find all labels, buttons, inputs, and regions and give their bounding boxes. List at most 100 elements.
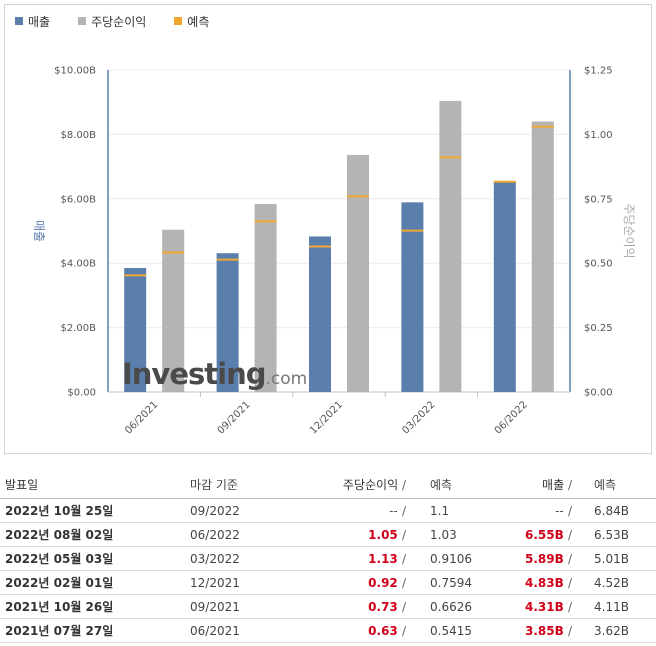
header-revenue[interactable]: 매출 / xyxy=(542,470,572,500)
right-axis-tick-label: $0.25 xyxy=(584,323,613,334)
header-revenue-slash: / xyxy=(567,478,572,492)
right-axis-tick-label: $0.50 xyxy=(584,259,613,270)
x-axis-tick-label: 03/2022 xyxy=(400,399,437,436)
row-eps: 0.73 / xyxy=(368,595,406,619)
row-period: 09/2021 xyxy=(190,600,240,614)
legend-label-forecast: 예측 xyxy=(187,14,210,29)
header-revenue-forecast[interactable]: 예측 xyxy=(594,478,617,492)
row-date: 2022년 10월 25일 xyxy=(5,504,114,518)
row-period: 06/2022 xyxy=(190,528,240,542)
header-period[interactable]: 마감 기준 xyxy=(190,478,238,492)
revenue-bar[interactable] xyxy=(309,236,331,392)
row-eps: 1.05 / xyxy=(368,523,406,547)
right-axis-tick-label: $0.00 xyxy=(584,388,613,399)
row-revenue-forecast: 5.01B xyxy=(594,552,629,566)
row-eps-value: 0.92 xyxy=(368,576,398,590)
row-date: 2022년 08월 02일 xyxy=(5,528,114,542)
row-revenue-value: 4.83B xyxy=(525,576,564,590)
row-revenue: 4.31B / xyxy=(525,595,572,619)
row-revenue-slash: / xyxy=(567,504,572,518)
legend-label-revenue: 매출 xyxy=(28,14,51,29)
row-eps-forecast: 0.5415 xyxy=(430,624,472,638)
revenue-bar[interactable] xyxy=(401,202,424,392)
left-axis-tick-label: $0.00 xyxy=(67,388,96,399)
left-axis-tick-label: $10.00B xyxy=(54,66,96,77)
row-eps-forecast: 0.7594 xyxy=(430,576,472,590)
row-eps-forecast: 1.1 xyxy=(430,504,450,518)
row-eps-forecast: 0.9106 xyxy=(430,552,472,566)
header-revenue-label: 매출 xyxy=(542,478,565,492)
header-date[interactable]: 발표일 xyxy=(5,478,39,492)
row-date: 2022년 02월 01일 xyxy=(5,576,114,590)
row-period: 12/2021 xyxy=(190,576,240,590)
row-revenue-slash: / xyxy=(567,600,572,614)
right-axis-title: 주당순이익 xyxy=(622,203,636,258)
row-eps: -- / xyxy=(389,499,406,523)
row-revenue-value: 4.31B xyxy=(525,600,564,614)
header-eps[interactable]: 주당순이익 / xyxy=(343,470,406,500)
left-axis-tick-label: $8.00B xyxy=(61,130,97,141)
row-revenue: 5.89B / xyxy=(525,547,572,571)
table-row: 2022년 10월 25일 09/2022 -- / 1.1 -- / 6.84B xyxy=(0,499,656,523)
row-revenue: -- / xyxy=(555,499,572,523)
row-revenue-value: 6.55B xyxy=(525,528,564,542)
eps-bar[interactable] xyxy=(439,100,462,393)
x-axis-tick-label: 09/2021 xyxy=(216,399,253,436)
legend-item-eps[interactable]: 주당순이익 xyxy=(78,13,146,30)
row-period: 09/2022 xyxy=(190,504,240,518)
row-eps-value: 0.73 xyxy=(368,600,398,614)
row-eps-forecast: 1.03 xyxy=(430,528,457,542)
row-revenue-value: -- xyxy=(555,504,564,518)
table-row: 2021년 07월 27일 06/2021 0.63 /0.5415 3.85B /3… xyxy=(0,619,656,643)
logo-text: Investing xyxy=(122,357,266,391)
row-eps: 0.92 / xyxy=(368,571,406,595)
table-row: 2022년 08월 02일 06/2022 1.05 /1.03 6.55B /6.5… xyxy=(0,523,656,547)
right-axis-tick-label: $1.25 xyxy=(584,66,613,77)
eps-swatch-icon xyxy=(78,17,87,25)
left-axis-tick-label: $4.00B xyxy=(61,259,97,270)
eps-bar[interactable] xyxy=(162,229,185,392)
header-eps-forecast[interactable]: 예측 xyxy=(430,478,453,492)
header-eps-slash: / xyxy=(401,478,406,492)
revenue-bar[interactable] xyxy=(216,253,239,392)
row-revenue-forecast: 4.11B xyxy=(594,600,629,614)
row-eps: 1.13 / xyxy=(368,547,406,571)
row-revenue-forecast: 4.52B xyxy=(594,576,629,590)
eps-bar[interactable] xyxy=(347,155,369,392)
left-axis-title: 매출 xyxy=(32,220,46,242)
header-eps-label: 주당순이익 xyxy=(342,478,399,492)
revenue-bar[interactable] xyxy=(124,268,147,392)
left-axis-tick-label: $6.00B xyxy=(61,194,97,205)
row-date: 2022년 05월 03일 xyxy=(5,552,114,566)
row-eps-value: 1.05 xyxy=(368,528,398,542)
row-eps-slash: / xyxy=(401,576,406,590)
table-row: 2021년 10월 26일 09/2021 0.73 /0.6626 4.31B /4… xyxy=(0,595,656,619)
row-eps-forecast: 0.6626 xyxy=(430,600,472,614)
table-body: 2022년 10월 25일 09/2022 -- /1.1 -- /6.84B 2022… xyxy=(0,499,656,643)
row-eps-slash: / xyxy=(401,528,406,542)
eps-bar[interactable] xyxy=(254,203,277,392)
x-axis-tick-label: 06/2022 xyxy=(493,399,530,436)
row-eps-value: -- xyxy=(389,504,398,518)
revenue-bar[interactable] xyxy=(493,181,516,392)
eps-bar[interactable] xyxy=(531,121,554,393)
row-revenue: 6.55B / xyxy=(525,523,572,547)
row-revenue-slash: / xyxy=(567,552,572,566)
row-revenue-slash: / xyxy=(567,528,572,542)
legend-item-revenue[interactable]: 매출 xyxy=(15,13,50,30)
row-period: 06/2021 xyxy=(190,624,240,638)
right-axis-tick-label: $1.00 xyxy=(584,130,613,141)
table-row: 2022년 02월 01일 12/2021 0.92 /0.7594 4.83B /4… xyxy=(0,571,656,595)
row-eps-value: 1.13 xyxy=(368,552,398,566)
right-axis-tick-label: $0.75 xyxy=(584,194,613,205)
row-revenue-value: 5.89B xyxy=(525,552,564,566)
row-eps: 0.63 / xyxy=(368,619,406,643)
row-period: 03/2022 xyxy=(190,552,240,566)
earnings-table: 발표일 마감 기준 주당순이익 / 예측 매출 / 예측 2022년 10월 2… xyxy=(0,470,656,643)
revenue-swatch-icon xyxy=(15,17,23,25)
row-date: 2021년 10월 26일 xyxy=(5,600,114,614)
row-revenue: 4.83B / xyxy=(525,571,572,595)
table-header-row: 발표일 마감 기준 주당순이익 / 예측 매출 / 예측 xyxy=(0,470,656,499)
legend-item-forecast[interactable]: 예측 xyxy=(174,13,209,30)
legend-label-eps: 주당순이익 xyxy=(91,14,147,29)
